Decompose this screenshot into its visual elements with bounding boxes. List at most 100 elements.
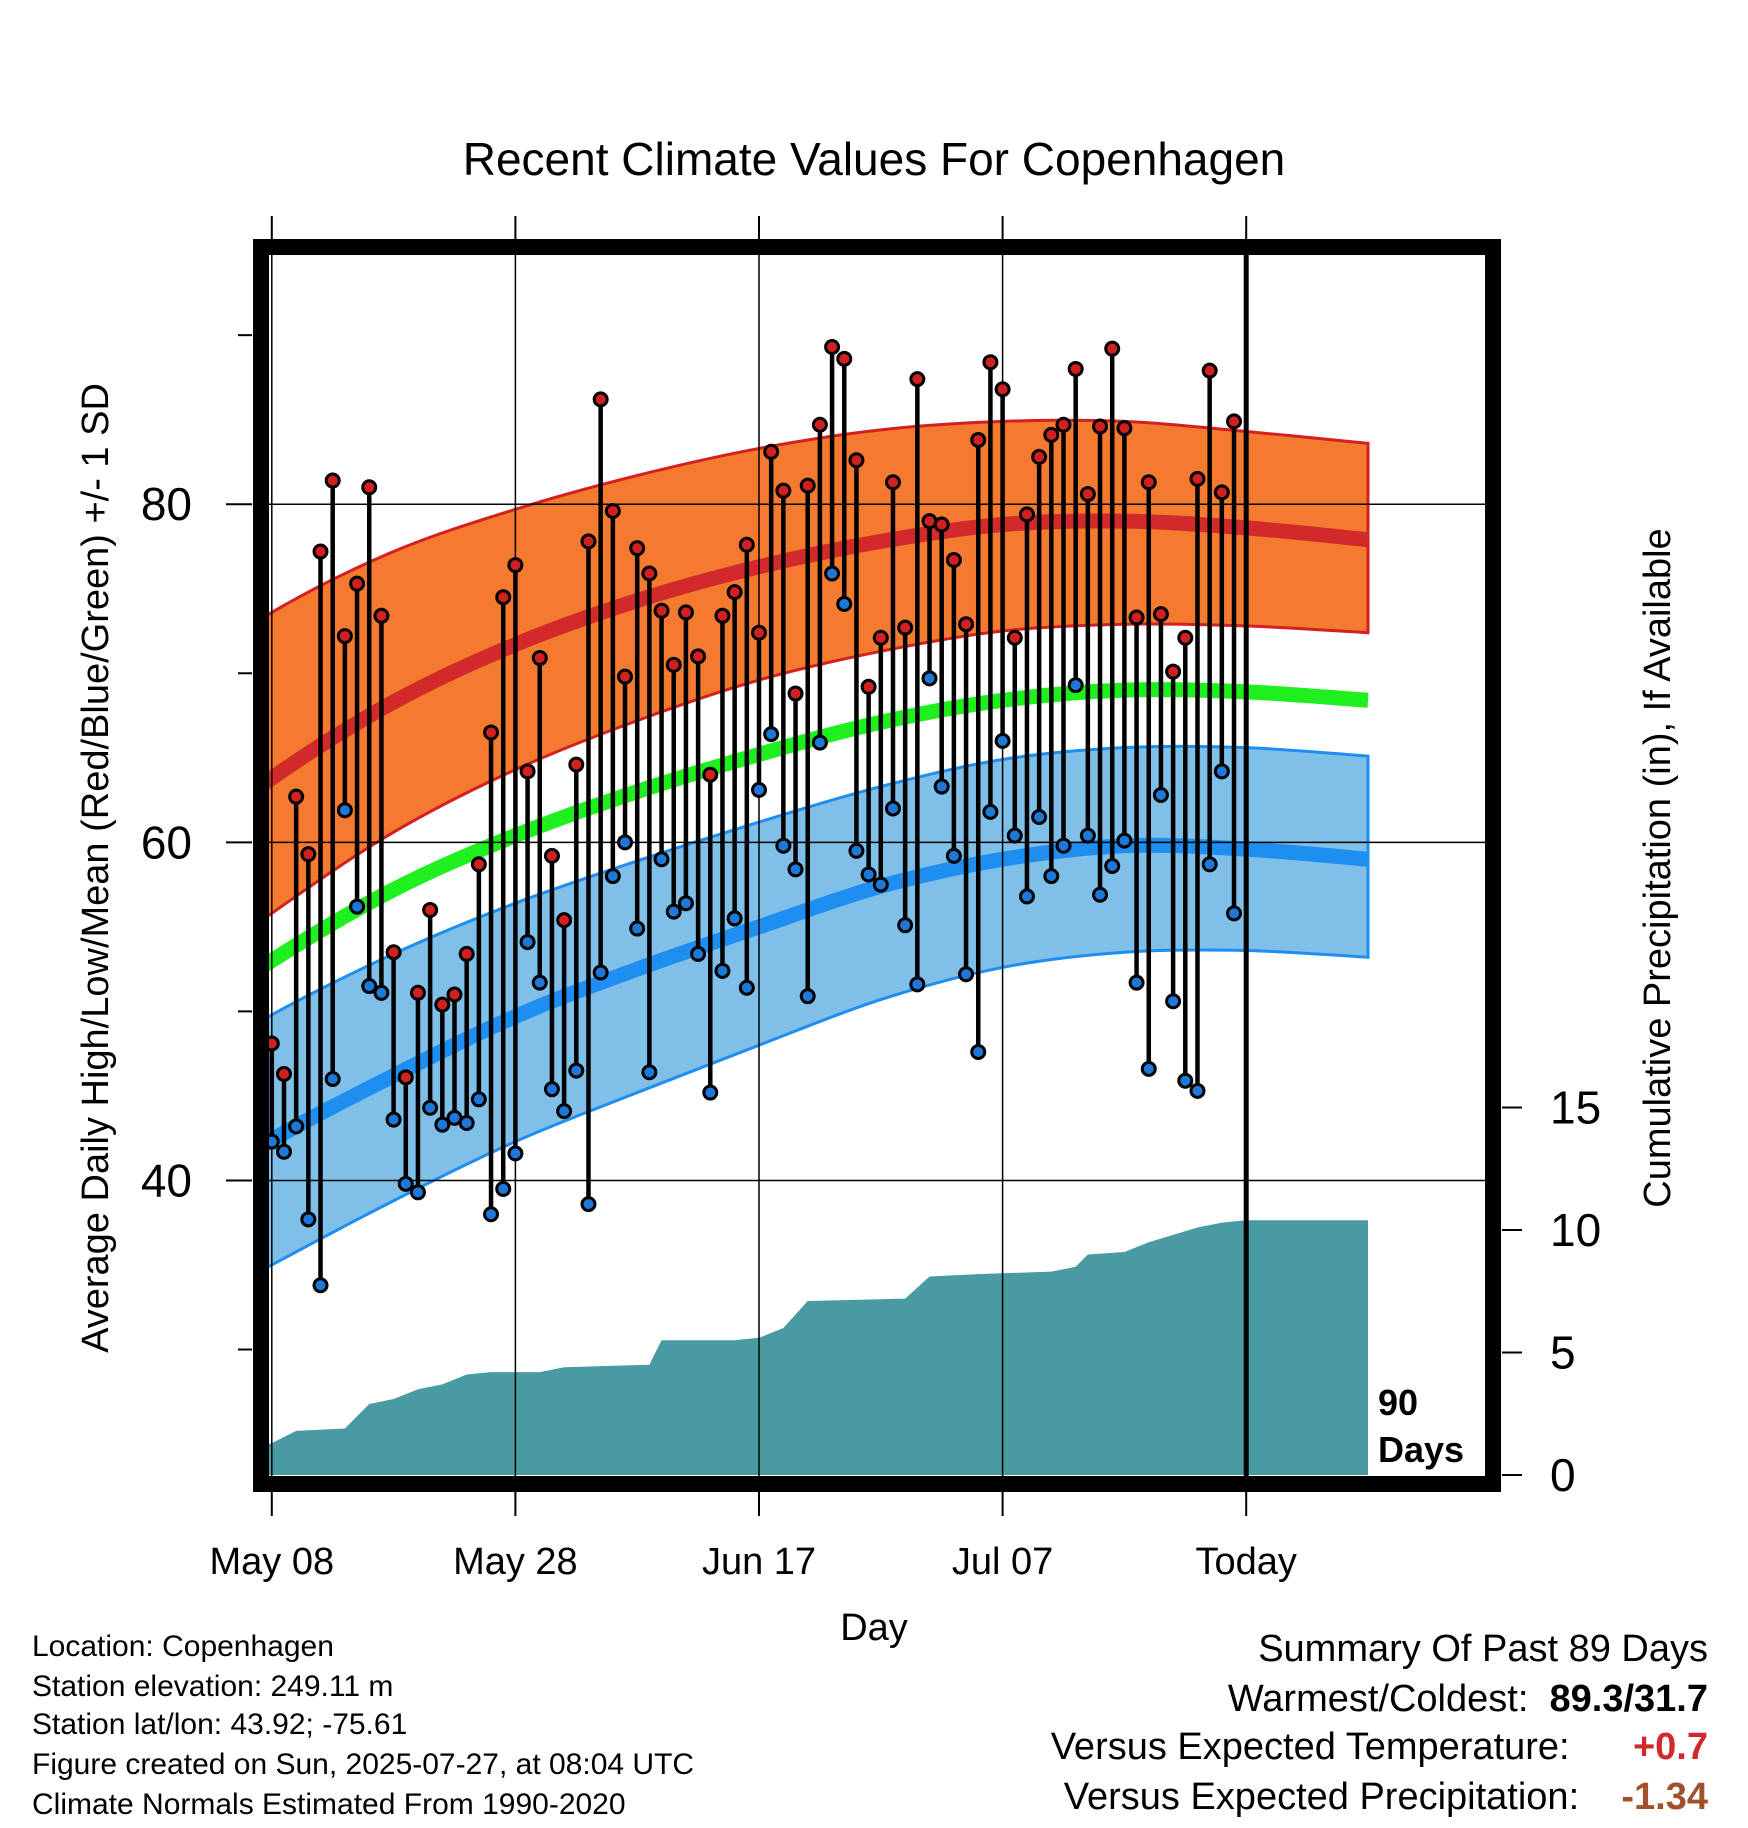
observed-low-point [811,734,828,751]
precipitation-area [268,1220,1368,1475]
observed-high-point [1067,360,1084,377]
observed-high-point [373,607,390,624]
observed-low-point [1006,827,1023,844]
y-tick-label-right: 5 [1550,1327,1576,1379]
observed-low-point [909,976,926,993]
observed-low-point [799,988,816,1005]
observed-high-point [897,619,914,636]
observed-high-point [300,846,317,863]
observed-high-point [848,452,865,469]
observed-high-point [495,589,512,606]
summary-temp: Versus Expected Temperature: +0.7 [1051,1728,1708,1766]
plot-frame [253,239,1501,1492]
observed-high-point [1092,418,1109,435]
observed-high-point [592,391,609,408]
observed-high-point [361,479,378,496]
observed-high-point [738,536,755,553]
observed-low-point [775,837,792,854]
observed-low-point [970,1043,987,1060]
observed-low-point [884,800,901,817]
observed-low-point [300,1211,317,1228]
observed-low-point [738,979,755,996]
info-created: Figure created on Sun, 2025-07-27, at 08… [32,1748,695,1781]
observed-high-point [483,724,500,741]
observed-low-point [144,1309,157,1322]
observed-high-point [397,1069,414,1086]
observed-low-point [1226,905,1243,922]
y-axis-label-left: Average Daily High/Low/Mean (Red/Blue/Gr… [75,383,117,1353]
observed-low-point [653,851,670,868]
observed-low-point [1165,993,1182,1010]
observed-low-point [1140,1060,1157,1077]
observed-high-point [556,912,573,929]
observed-high-point [884,474,901,491]
observed-high-point [958,616,975,633]
observed-high-point [751,624,767,641]
observed-high-point [714,607,731,624]
observed-low-point [617,834,634,851]
observed-low-point [192,927,205,940]
observed-low-point [531,974,548,991]
observed-low-point [726,910,743,927]
observed-high-point [1128,609,1145,626]
observed-high-point [994,381,1011,398]
observed-high-point [1213,484,1230,501]
summary-precip: Versus Expected Precipitation: -1.34 [1064,1778,1708,1816]
observed-low-point [824,565,841,582]
observed-high-point [470,856,487,873]
observed-high-point [1104,340,1121,357]
observed-high-point [799,477,816,494]
observed-low-point [229,988,242,1001]
observed-low-point [690,945,707,962]
x-axis-label: Day [840,1607,908,1649]
observed-high-point [665,656,682,673]
x-tick-label: May 28 [453,1541,578,1583]
observed-low-point [204,1073,217,1086]
observed-high-point [268,1035,280,1052]
observed-high-point [168,988,181,1001]
observed-high-point [1116,420,1133,437]
observed-low-point [958,966,975,983]
summary-warmest: Warmest/Coldest: 89.3/31.7 [1228,1680,1708,1718]
observed-low-point [1092,886,1109,903]
observed-high-point [568,756,585,773]
observed-high-point [982,354,999,371]
y-tick-label-right: 15 [1550,1082,1601,1134]
observed-high-point [1018,506,1035,523]
observed-high-point [1079,486,1096,503]
observed-low-point [495,1180,512,1197]
observed-low-point [507,1145,524,1162]
observed-low-point [324,1071,341,1088]
summary-temp-value: +0.7 [1632,1726,1708,1768]
observed-high-point [349,575,366,592]
observed-high-point [1226,413,1243,430]
observed-low-point [860,866,877,883]
observed-low-point [1104,858,1121,874]
observed-high-point [1006,629,1023,646]
observed-high-point [970,431,987,448]
y-tick-label-right: 10 [1550,1204,1601,1256]
observed-high-point [288,788,305,805]
observed-low-point [470,1091,487,1108]
observed-low-point [665,903,682,920]
summary-warmest-value: 89.3/31.7 [1549,1678,1708,1720]
observed-high-point [543,847,560,864]
y-axis-label-right: Cumulative Precipitation (in), If Availa… [1637,528,1679,1207]
observed-high-point [336,628,353,645]
observed-high-point [872,629,889,646]
observed-high-point [604,502,621,519]
observed-low-point [1213,763,1230,780]
observed-high-point [763,443,780,460]
observed-high-point [945,552,962,568]
observed-low-point [241,912,254,925]
observed-low-point [1177,1072,1194,1089]
observed-low-point [592,964,609,981]
observed-high-point [933,516,950,533]
observed-low-point [641,1064,658,1081]
observed-high-point [1152,606,1169,623]
observed-low-point [848,842,865,859]
observed-low-point [1152,786,1169,803]
observed-low-point [1031,808,1048,825]
observed-high-point [144,712,157,725]
